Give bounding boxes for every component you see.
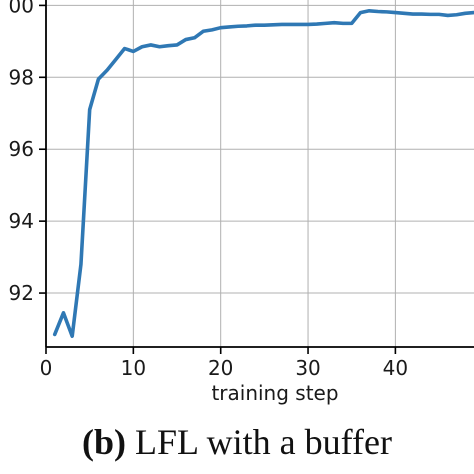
grid (45, 0, 474, 347)
x-tick-label: 40 (383, 356, 408, 380)
y-tick-label: 00 (9, 0, 34, 17)
x-tick-label: 20 (208, 356, 233, 380)
tick-labels: 0 10 20 30 40 92 94 96 98 00 (9, 0, 409, 380)
axes (39, 0, 474, 354)
x-tick-label: 0 (40, 356, 53, 380)
y-tick-label: 94 (9, 209, 34, 233)
caption-tag: (b) (82, 422, 127, 462)
y-tick-label: 96 (9, 137, 34, 161)
x-tick-label: 30 (295, 356, 320, 380)
series-layer (52, 8, 474, 339)
caption-text: LFL with a buffer (135, 422, 392, 462)
y-tick-label: 92 (9, 281, 34, 305)
x-axis-label: training step (211, 381, 338, 405)
y-tick-label: 98 (9, 65, 34, 89)
series-line (52, 8, 474, 339)
x-tick-label: 10 (121, 356, 146, 380)
figure-caption: (b) LFL with a buffer (0, 421, 474, 463)
